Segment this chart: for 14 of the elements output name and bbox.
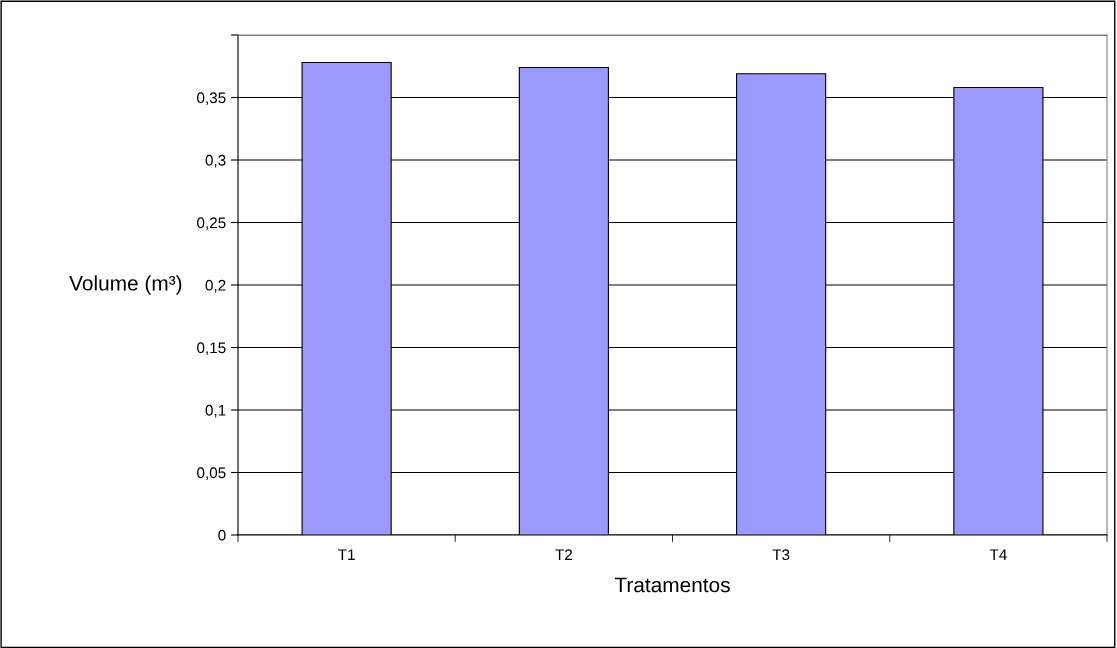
x-tick-label: T3: [772, 549, 790, 561]
y-axis-title: Volume (m³): [69, 275, 182, 295]
y-tick-label: 0,25: [197, 217, 226, 230]
y-tick-label: 0,05: [197, 467, 226, 480]
y-tick-label: 0,3: [205, 154, 226, 168]
x-tick-label: T4: [989, 549, 1007, 560]
x-tick-label: T1: [338, 549, 355, 560]
x-tick-label: T2: [555, 549, 573, 560]
y-tick-label: 0,2: [205, 279, 226, 293]
y-tick-label: 0,15: [197, 342, 226, 355]
x-axis-title: Tratamentos: [614, 577, 730, 593]
y-tick-label: 0: [218, 529, 226, 541]
y-tick-label: 0,35: [197, 92, 226, 105]
y-tick-label: 0,1: [205, 404, 226, 418]
